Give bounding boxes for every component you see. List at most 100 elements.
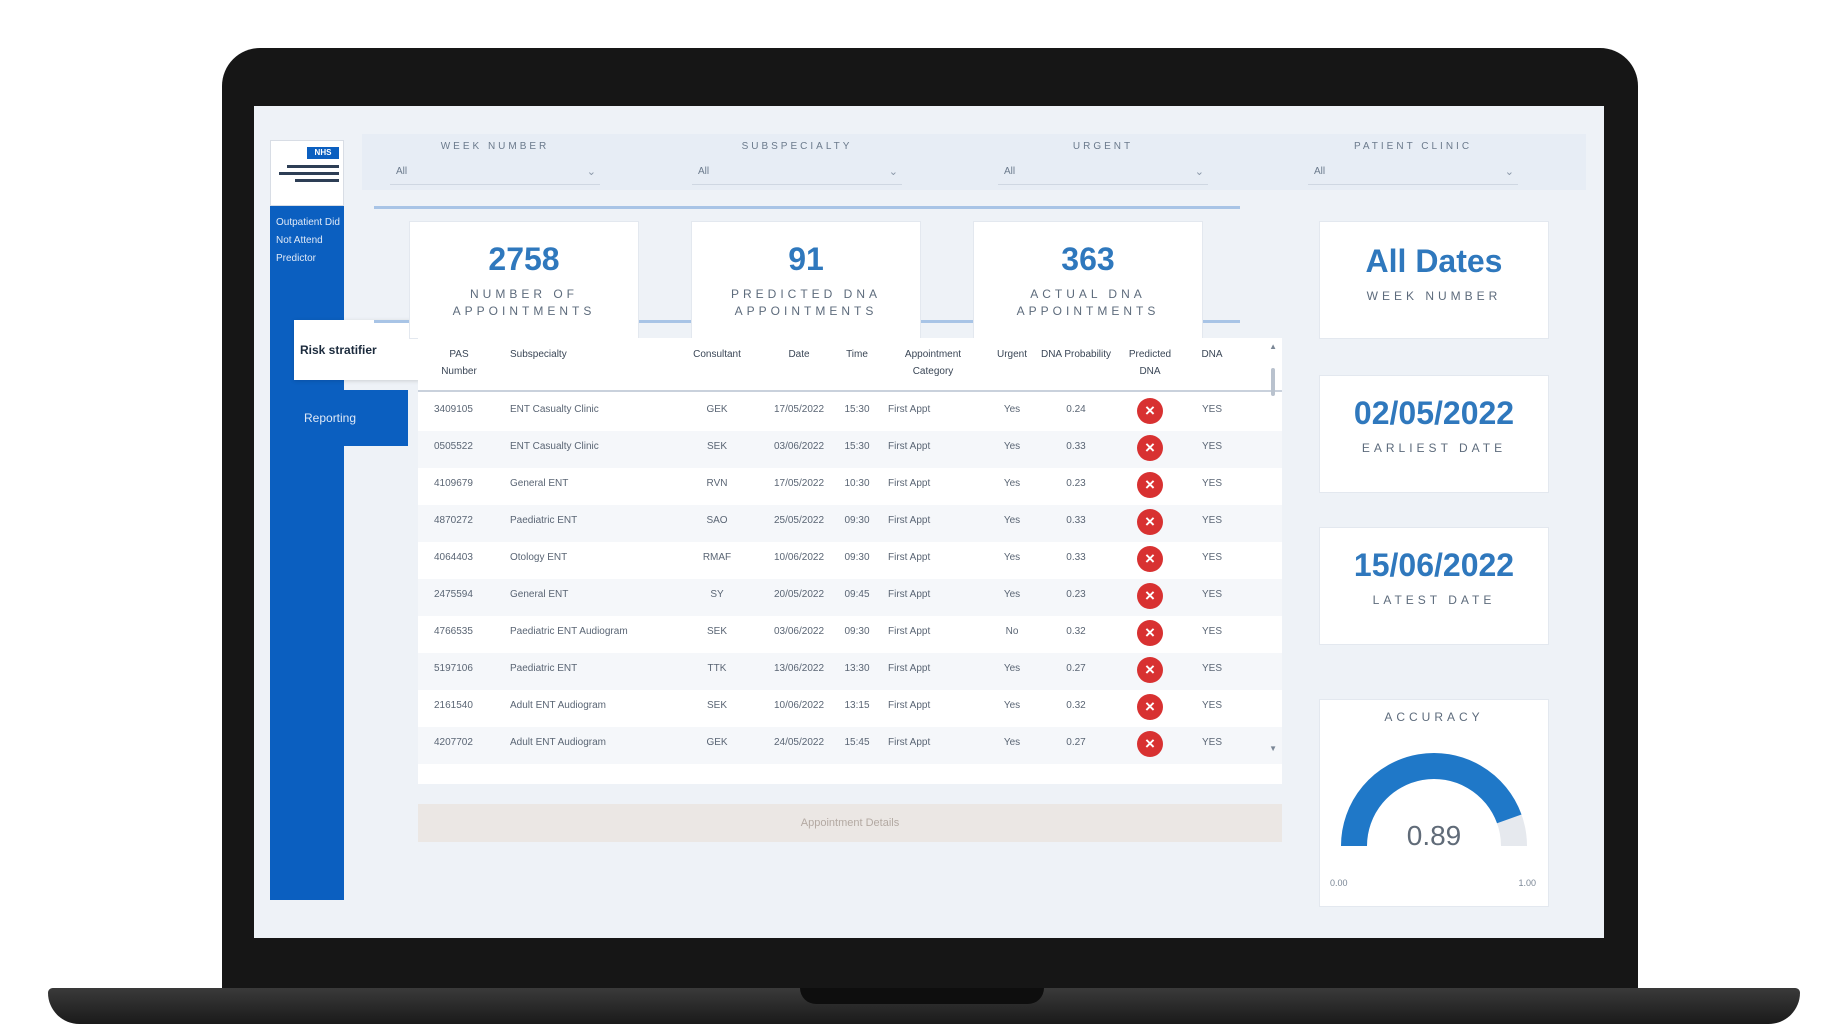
kpi-value: 91 [788, 241, 824, 277]
subspecialty-cell: Adult ENT Audiogram [510, 737, 606, 748]
select-value: All [1004, 166, 1016, 177]
consultant-cell: SAO [706, 515, 728, 526]
kpi-predicted-dna: 91 PREDICTED DNA APPOINTMENTS [692, 222, 920, 338]
column-header-dna[interactable]: DNA [1201, 349, 1223, 360]
time-cell: 10:30 [844, 478, 870, 489]
column-header-subspecialty[interactable]: Subspecialty [510, 349, 567, 360]
date-cell: 20/05/2022 [773, 589, 825, 600]
urgent-cell: Yes [1003, 552, 1021, 563]
select-value: All [1314, 166, 1326, 177]
table-row[interactable]: 2475594 General ENT SY 20/05/2022 09:45 First… [418, 579, 1282, 616]
scroll-down-icon[interactable]: ▼ [1269, 744, 1277, 753]
urgent-cell: Yes [1003, 663, 1021, 674]
column-header-dna-probability[interactable]: DNA Probability [1040, 349, 1112, 360]
column-header-predicted-dna[interactable]: Predicted DNA [1128, 349, 1172, 377]
consultant-cell: SY [710, 589, 724, 600]
kpi-label: NUMBER OF APPOINTMENTS [452, 287, 596, 318]
scroll-up-icon[interactable]: ▲ [1269, 342, 1277, 351]
dna-cell: YES [1201, 552, 1222, 563]
urgent-cell: Yes [1003, 700, 1021, 711]
close-circle-icon: × [1137, 731, 1163, 757]
pas-number-cell: 2475594 [434, 589, 473, 600]
dna-probability-cell: 0.32 [1066, 626, 1086, 637]
patient-clinic-select[interactable]: All ⌄ [1308, 160, 1518, 185]
table-row[interactable]: 4766535 Paediatric ENT Audiogram SEK 03/06/… [418, 616, 1282, 653]
latest-date-card: 15/06/2022 LATEST DATE [1320, 528, 1548, 644]
dna-probability-cell: 0.33 [1066, 441, 1086, 452]
dna-probability-cell: 0.23 [1066, 589, 1086, 600]
appointment-category-cell: First Appt [888, 663, 931, 674]
column-header-appointment-category[interactable]: Appointment Category [904, 349, 962, 377]
gauge-min-label: 0.00 [1330, 878, 1348, 888]
column-header-consultant[interactable]: Consultant [693, 349, 741, 360]
appointment-details-tab[interactable]: Appointment Details [418, 804, 1282, 842]
dna-cell: YES [1201, 626, 1222, 637]
filter-label: WEEK NUMBER [440, 141, 550, 152]
table-row[interactable]: 4109679 General ENT RVN 17/05/2022 10:30 Firs… [418, 468, 1282, 505]
date-cell: 17/05/2022 [773, 478, 825, 489]
chevron-down-icon: ⌄ [586, 166, 596, 178]
close-circle-icon: × [1137, 435, 1163, 461]
close-circle-icon: × [1137, 509, 1163, 535]
urgent-cell: No [1005, 626, 1019, 637]
filter-label: URGENT [1072, 141, 1134, 152]
close-circle-icon: × [1137, 583, 1163, 609]
close-circle-icon: × [1137, 546, 1163, 572]
appointment-category-cell: First Appt [888, 737, 931, 748]
close-circle-icon: × [1137, 694, 1163, 720]
gauge-fill [1341, 753, 1522, 847]
chevron-down-icon: ⌄ [1504, 166, 1514, 178]
urgent-select[interactable]: All ⌄ [998, 160, 1208, 185]
table-row[interactable]: 5197106 Paediatric ENT TTK 13/06/2022 13:30 F… [418, 653, 1282, 690]
table-row[interactable]: 4870272 Paediatric ENT SAO 25/05/2022 09:30 F… [418, 505, 1282, 542]
pas-number-cell: 2161540 [434, 700, 473, 711]
date-cell: 10/06/2022 [773, 700, 825, 711]
column-header-time[interactable]: Time [846, 349, 868, 360]
pas-number-cell: 5197106 [434, 663, 473, 674]
filter-label: SUBSPECIALTY [741, 141, 853, 152]
dna-cell: YES [1201, 737, 1222, 748]
time-cell: 09:30 [844, 515, 870, 526]
pas-number-cell: 4064403 [434, 552, 473, 563]
table-row[interactable]: 0505522 ENT Casualty Clinic SEK 03/06/2022 1… [418, 431, 1282, 468]
time-cell: 15:30 [844, 404, 870, 415]
subspecialty-cell: Otology ENT [510, 552, 568, 563]
consultant-cell: TTK [707, 663, 727, 674]
table-row[interactable]: 2161540 Adult ENT Audiogram SEK 10/06/2022 1… [418, 690, 1282, 727]
appointment-category-cell: First Appt [888, 700, 931, 711]
column-header-urgent[interactable]: Urgent [996, 349, 1027, 360]
week-number-select[interactable]: All ⌄ [390, 160, 600, 185]
logo-text-line [279, 172, 339, 175]
subspecialty-cell: General ENT [510, 478, 569, 489]
table-row[interactable]: 4064403 Otology ENT RMAF 10/06/2022 09:30 Fir… [418, 542, 1282, 579]
accuracy-gauge [1341, 753, 1527, 847]
filter-patient-clinic: PATIENT CLINIC All ⌄ [1308, 140, 1518, 185]
kpi-label: ACTUAL DNA APPOINTMENTS [1016, 287, 1160, 318]
table-header: PAS Number Subspecialty Consultant Date … [418, 338, 1282, 392]
subspecialty-select[interactable]: All ⌄ [692, 160, 902, 185]
tab-reporting[interactable]: Reporting [294, 390, 408, 446]
subspecialty-cell: General ENT [510, 589, 569, 600]
close-circle-icon: × [1137, 472, 1163, 498]
sidebar-title: Outpatient Did Not Attend Predictor [276, 217, 340, 264]
scrollbar-thumb[interactable] [1271, 368, 1275, 396]
appointment-category-cell: First Appt [888, 589, 931, 600]
dna-cell: YES [1201, 478, 1222, 489]
select-value: All [396, 166, 408, 177]
subspecialty-cell: Paediatric ENT Audiogram [510, 626, 628, 637]
tab-risk-stratifier[interactable]: Risk stratifier [294, 320, 420, 380]
time-cell: 15:45 [844, 737, 870, 748]
nhs-logo: NHS [270, 140, 344, 206]
card-label: LATEST DATE [1372, 593, 1496, 607]
column-header-pas[interactable]: PAS Number [441, 349, 477, 377]
close-circle-icon: × [1137, 398, 1163, 424]
accuracy-card: ACCURACY 0.89 0.00 1.00 [1320, 700, 1548, 906]
time-cell: 13:30 [844, 663, 870, 674]
close-circle-icon: × [1137, 657, 1163, 683]
table-row[interactable]: 4207702 Adult ENT Audiogram GEK 24/05/2022 1… [418, 727, 1282, 764]
gauge-title: ACCURACY [1384, 710, 1484, 724]
table-row[interactable]: 3409105 ENT Casualty Clinic GEK 17/05/2022 1… [418, 394, 1282, 431]
appointment-category-cell: First Appt [888, 478, 931, 489]
column-header-date[interactable]: Date [788, 349, 810, 360]
kpi-actual-dna: 363 ACTUAL DNA APPOINTMENTS [974, 222, 1202, 338]
